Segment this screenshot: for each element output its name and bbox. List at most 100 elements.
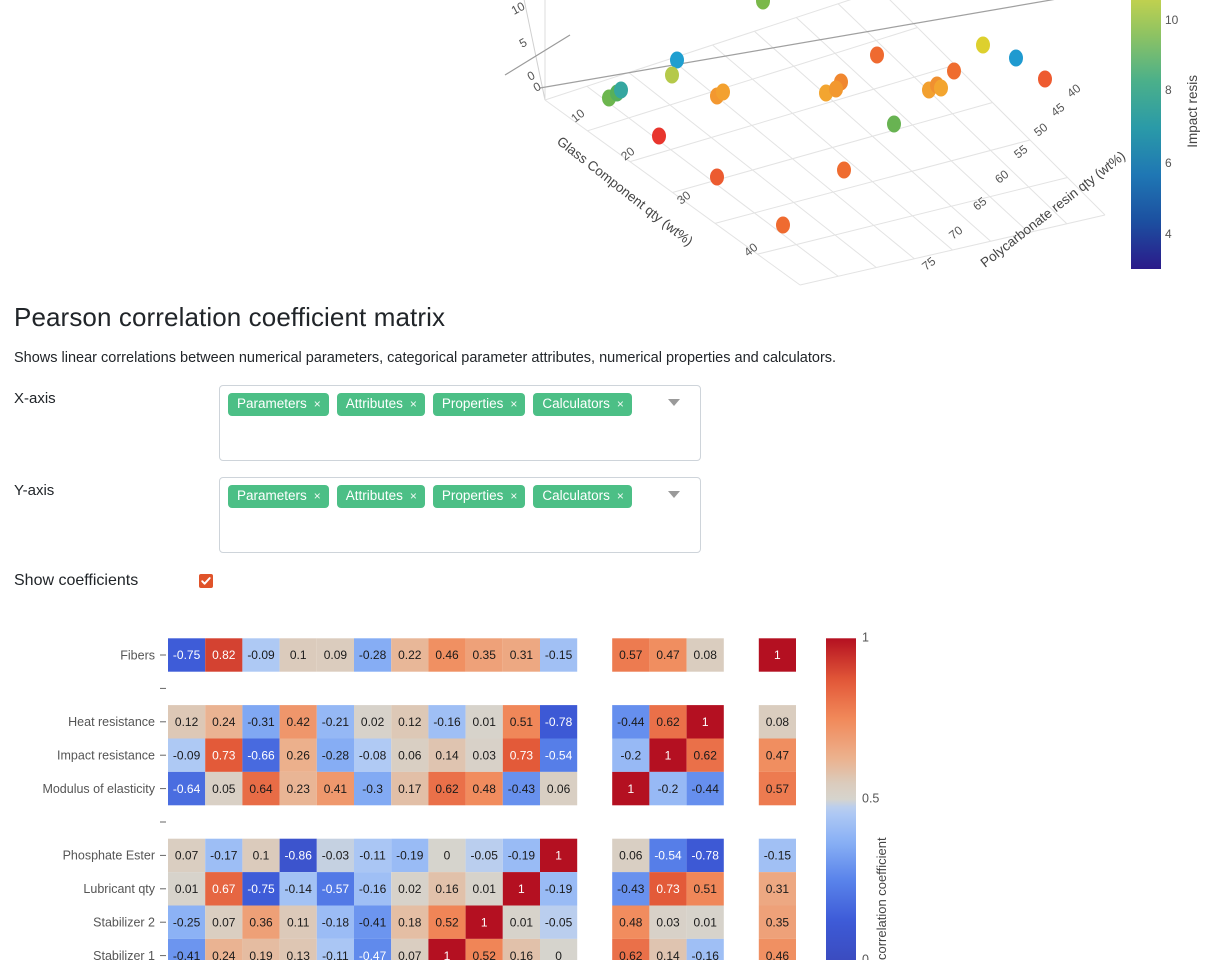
heatmap-cell-value: 0.62 <box>656 715 680 729</box>
heatmap-cell <box>391 705 429 739</box>
y-axis-chip-parameters[interactable]: Parameters × <box>228 485 329 508</box>
heatmap-cell <box>428 905 466 939</box>
heatmap-row-label: Phosphate Ester <box>63 849 155 863</box>
heatmap-cell-value: 0.46 <box>766 949 790 960</box>
chevron-down-icon[interactable] <box>668 399 680 406</box>
heatmap-cell-value: 0.35 <box>473 648 497 662</box>
heatmap-cell-value: 0.57 <box>619 648 643 662</box>
heatmap-row-label: Stabilizer 1 <box>93 949 155 960</box>
heatmap-cell-value: 0.13 <box>287 949 311 960</box>
heatmap-cell-value: -0.44 <box>692 782 720 796</box>
heatmap-cell-value: 1 <box>555 849 562 863</box>
chip-label: Properties <box>441 396 504 411</box>
chip-label: Parameters <box>237 488 307 503</box>
heatmap-cell <box>465 771 503 806</box>
heatmap-cell-value: 0.23 <box>287 782 311 796</box>
heatmap-cell-value: -0.78 <box>692 849 720 863</box>
y-axis-chip-calculators[interactable]: Calculators × <box>533 485 632 508</box>
heatmap-cell <box>540 938 578 960</box>
heatmap-cell-value: 0 <box>444 849 451 863</box>
chip-remove-icon[interactable]: × <box>616 397 624 411</box>
show-coefficients-checkbox[interactable] <box>199 574 213 588</box>
heatmap-cell <box>686 638 724 672</box>
x-axis-chip-properties[interactable]: Properties × <box>432 393 526 416</box>
heatmap-cell <box>391 838 429 873</box>
heatmap-cell <box>649 872 687 906</box>
heatmap-cell <box>168 938 206 960</box>
x-axis-chip-attributes[interactable]: Attributes × <box>336 393 425 416</box>
scatter-point <box>837 161 851 179</box>
heatmap-cell-value: 1 <box>665 748 672 762</box>
heatmap-cell-value: -0.16 <box>433 715 461 729</box>
heatmap-cell-value: -0.17 <box>210 849 238 863</box>
heatmap-cell-value: 0.03 <box>656 915 680 929</box>
heatmap-cell <box>758 905 796 939</box>
x-axis-chip-calculators[interactable]: Calculators × <box>533 393 632 416</box>
heatmap-cell-value: 0.73 <box>510 748 534 762</box>
heatmap-cell-value: -0.2 <box>620 748 641 762</box>
heatmap-cell <box>428 738 466 772</box>
chip-remove-icon[interactable]: × <box>409 489 417 503</box>
heatmap-cell <box>316 938 354 960</box>
heatmap-cell <box>354 771 392 806</box>
heatmap-cell <box>686 705 724 739</box>
x-axis-tick-label: 10 <box>568 106 587 125</box>
heatmap-cell <box>279 838 317 873</box>
scatter-point <box>710 168 724 186</box>
heatmap-cell-value: 0.12 <box>398 715 422 729</box>
heatmap-cell <box>391 938 429 960</box>
heatmap-cell <box>465 705 503 739</box>
heatmap-cell-value: 0.31 <box>510 648 534 662</box>
chip-remove-icon[interactable]: × <box>313 397 321 411</box>
heatmap-cell <box>354 738 392 772</box>
heatmap-cell-value: -0.44 <box>617 715 645 729</box>
heatmap-cell <box>279 872 317 906</box>
impact-colorbar-title: Impact resis <box>1185 75 1200 148</box>
chip-remove-icon[interactable]: × <box>409 397 417 411</box>
scatter-point <box>652 127 666 145</box>
heatmap-cell-value: -0.54 <box>654 849 682 863</box>
heatmap-cell-value: 0.57 <box>766 782 790 796</box>
heatmap-cell-value: -0.57 <box>322 882 350 896</box>
heatmap-cell <box>612 938 650 960</box>
y-axis-chip-attributes[interactable]: Attributes × <box>336 485 425 508</box>
heatmap-cell-value: -0.54 <box>545 748 573 762</box>
chip-remove-icon[interactable]: × <box>313 489 321 503</box>
heatmap-cell-value: 0.42 <box>287 715 311 729</box>
heatmap-cell <box>428 771 466 806</box>
x-axis-multiselect[interactable]: Parameters × Attributes × Properties × Calcula… <box>219 385 701 461</box>
chip-label: Attributes <box>345 488 403 503</box>
x-axis-chip-parameters[interactable]: Parameters × <box>228 393 329 416</box>
heatmap-cell-value: -0.86 <box>285 849 313 863</box>
chip-remove-icon[interactable]: × <box>510 489 518 503</box>
y-axis-chip-properties[interactable]: Properties × <box>432 485 526 508</box>
heatmap-cell-value: -0.16 <box>359 882 387 896</box>
heatmap-cell <box>168 705 206 739</box>
chevron-down-icon[interactable] <box>668 491 680 498</box>
heatmap-cell <box>205 738 243 772</box>
heatmap-cell-value: -0.03 <box>322 849 350 863</box>
heatmap-cell <box>242 638 280 672</box>
y-axis-multiselect[interactable]: Parameters × Attributes × Properties × Calcula… <box>219 477 701 553</box>
chip-remove-icon[interactable]: × <box>616 489 624 503</box>
heatmap-cell <box>168 872 206 906</box>
heatmap-cell-value: 0.16 <box>510 949 534 960</box>
heatmap-cell-value: -0.18 <box>322 915 350 929</box>
scatter-point <box>670 51 684 69</box>
heatmap-cell-value: 0.11 <box>287 915 310 929</box>
heatmap-cell-value: 0.02 <box>361 715 385 729</box>
heatmap-cell-value: 0.02 <box>398 882 422 896</box>
y-axis-tick-label: 70 <box>946 223 965 242</box>
heatmap-cell <box>758 872 796 906</box>
heatmap-cell-value: -0.14 <box>285 882 313 896</box>
chip-remove-icon[interactable]: × <box>510 397 518 411</box>
heatmap-cell-value: 0.07 <box>175 849 199 863</box>
axis-gridline <box>672 102 993 193</box>
heatmap-cell-value: -0.16 <box>692 949 720 960</box>
heatmap-cell <box>649 771 687 806</box>
heatmap-cell <box>391 771 429 806</box>
heatmap-cell <box>428 638 466 672</box>
heatmap-cell <box>205 638 243 672</box>
heatmap-cell-value: 0.51 <box>694 882 718 896</box>
heatmap-cell-value: 0.06 <box>619 849 643 863</box>
